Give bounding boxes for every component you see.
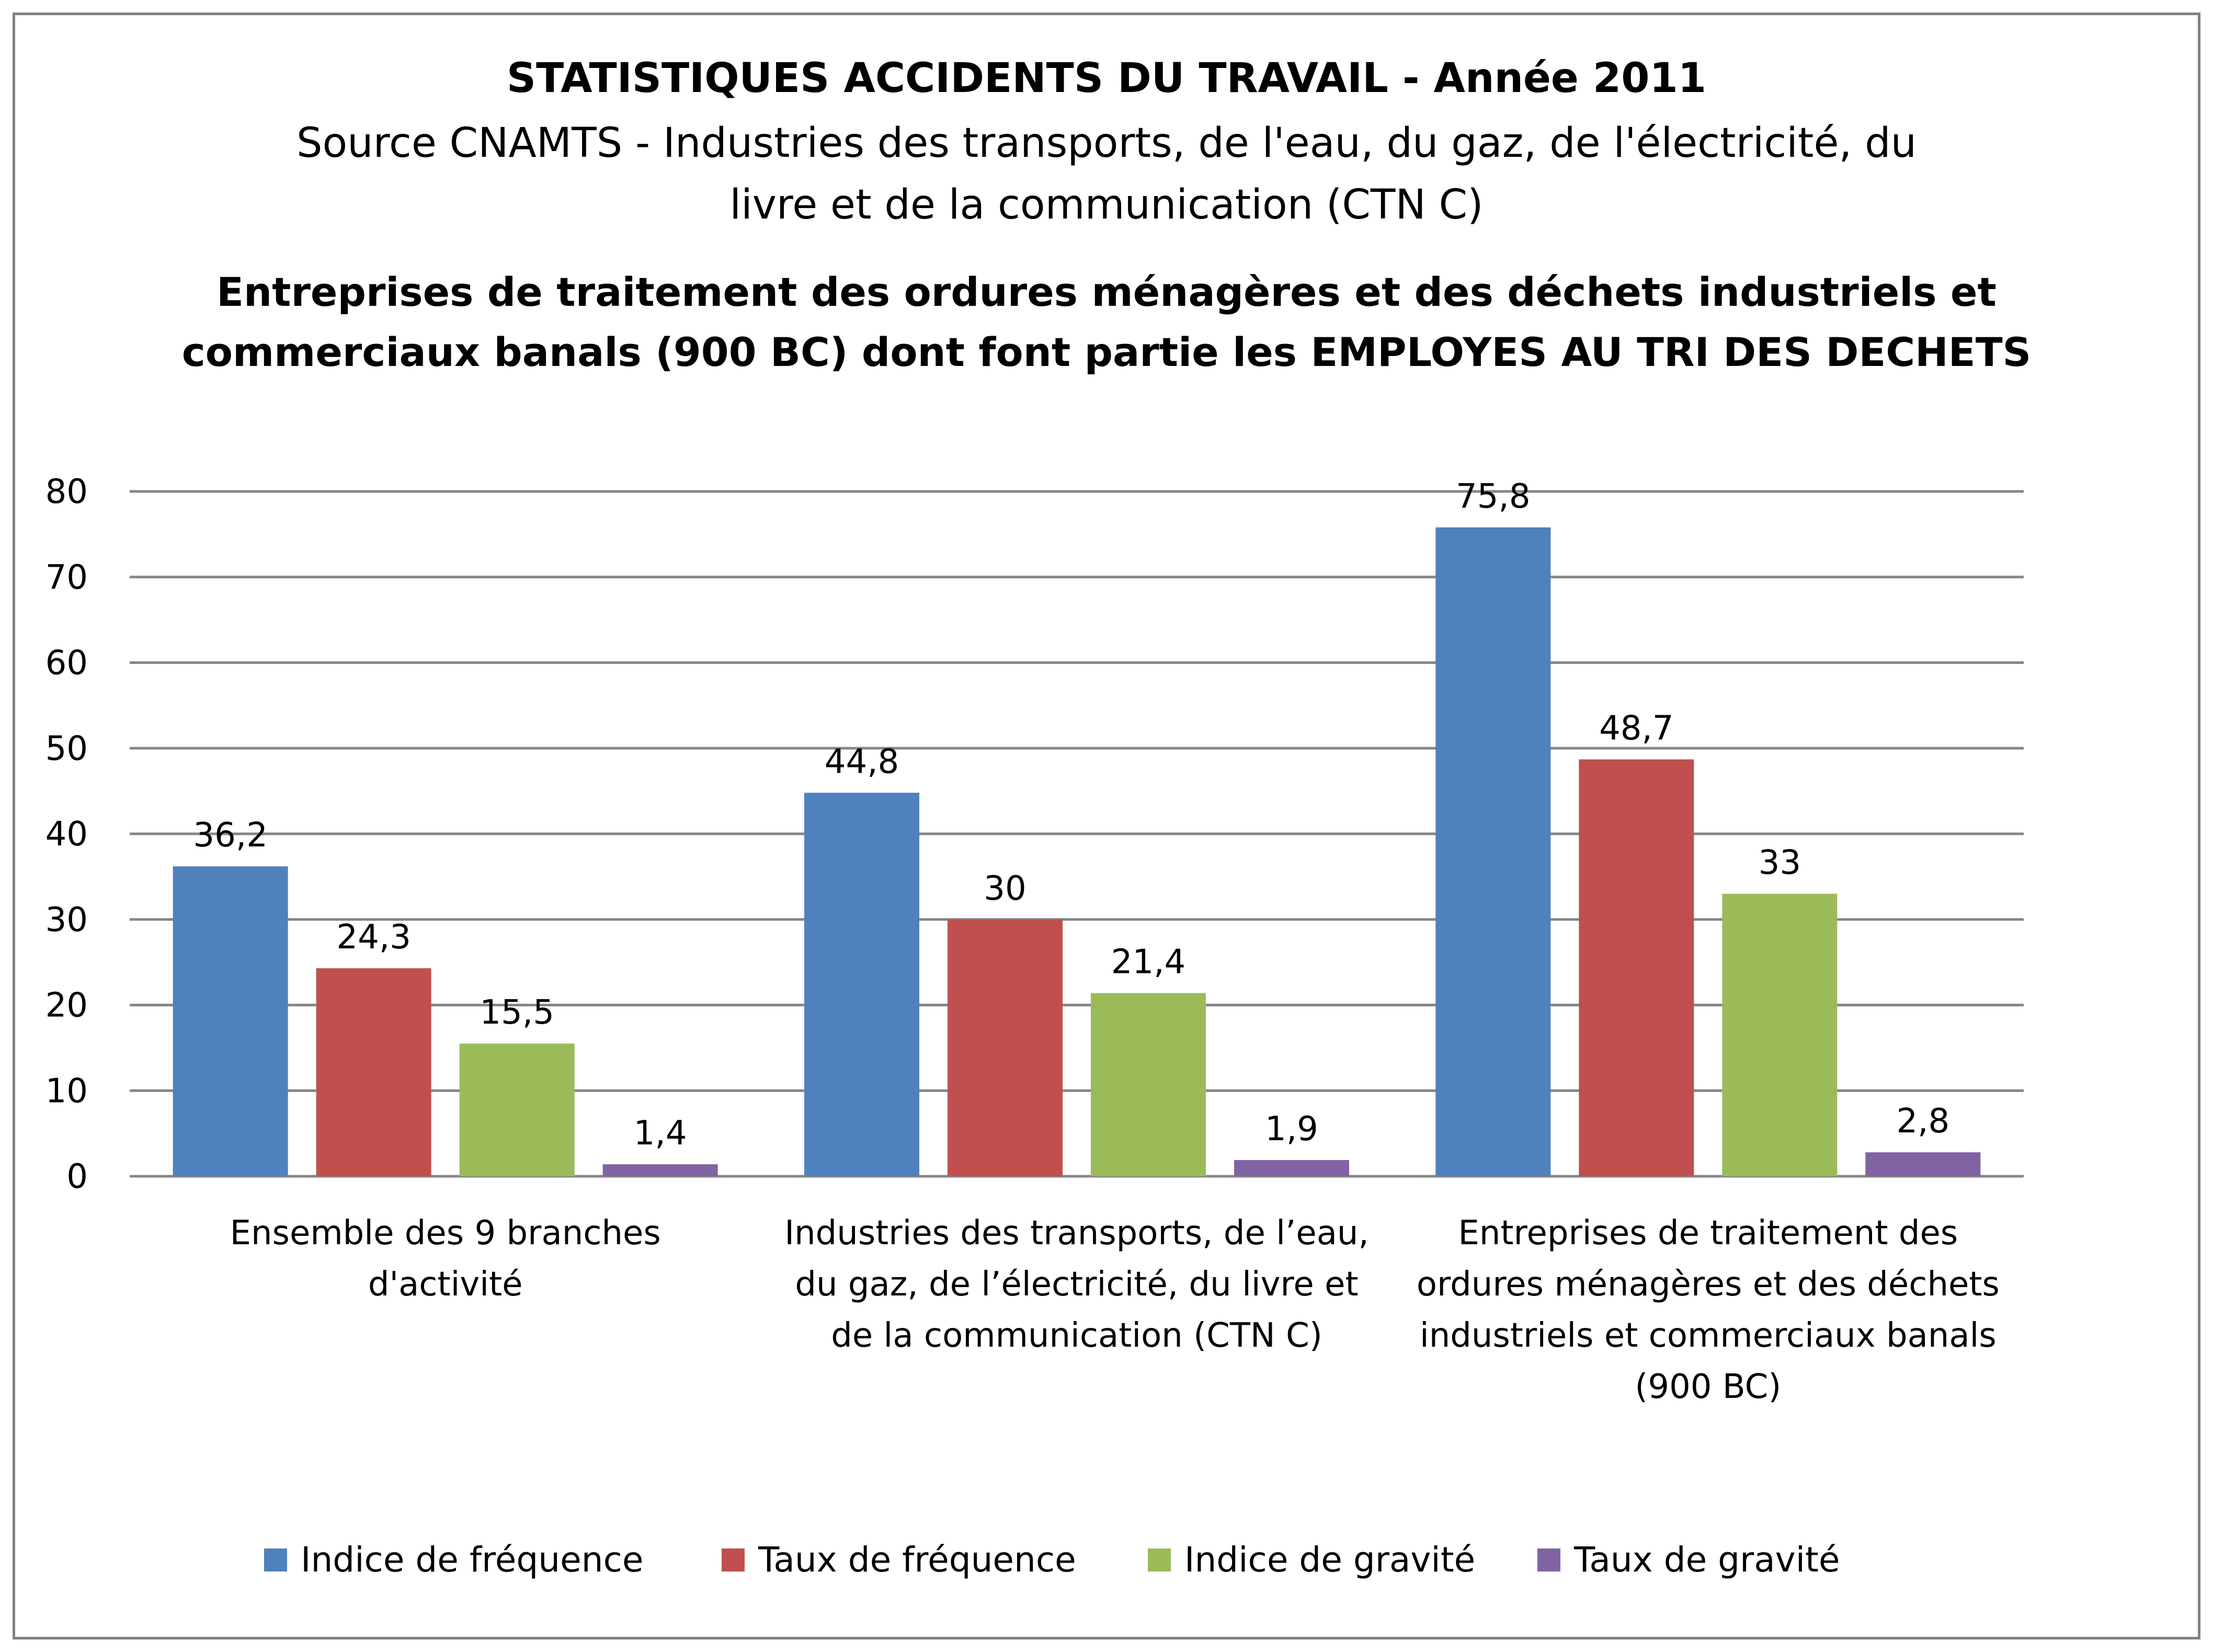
y-axis-ticks: 0 10 20 30 40 50 60 70 80 — [45, 473, 88, 1196]
gridlines — [130, 490, 2024, 1178]
legend-label: Taux de fréquence — [758, 1540, 1076, 1580]
x-category-label: de la communication (CTN C) — [831, 1316, 1322, 1355]
bars — [173, 527, 1981, 1176]
legend-label: Indice de fréquence — [301, 1540, 643, 1580]
legend-swatch — [1148, 1548, 1171, 1571]
x-category-label: d'activité — [368, 1265, 523, 1304]
legend-item: Taux de fréquence — [722, 1540, 1076, 1580]
y-tick-label: 80 — [45, 473, 88, 511]
y-tick-label: 0 — [66, 1157, 88, 1196]
bar — [316, 968, 431, 1176]
x-category-label: industriels et commerciaux banals — [1420, 1316, 1997, 1355]
data-label: 15,5 — [480, 993, 554, 1032]
bar — [1435, 527, 1551, 1176]
chart-frame — [13, 13, 2200, 1639]
data-label: 48,7 — [1599, 709, 1674, 748]
chart-subtitle2-line-2: commerciaux banals (900 BC) dont font pa… — [182, 329, 2032, 375]
data-label: 1,9 — [1265, 1110, 1318, 1149]
chart-title: STATISTIQUES ACCIDENTS DU TRAVAIL - Anné… — [507, 55, 1706, 102]
legend-swatch — [264, 1548, 287, 1571]
legend-item: Taux de gravité — [1537, 1540, 1840, 1580]
legend-item: Indice de fréquence — [264, 1540, 643, 1580]
data-label: 1,4 — [634, 1114, 687, 1153]
y-tick-label: 40 — [45, 815, 88, 854]
y-tick-label: 60 — [45, 644, 88, 683]
data-label: 75,8 — [1456, 477, 1531, 516]
data-label: 24,3 — [336, 918, 411, 957]
x-category-label: du gaz, de l’électricité, du livre et — [795, 1265, 1358, 1304]
data-label: 30 — [984, 869, 1026, 908]
y-tick-label: 30 — [45, 901, 88, 939]
x-category-label: ordures ménagères et des déchets — [1417, 1265, 2000, 1304]
y-tick-label: 70 — [45, 558, 88, 597]
y-tick-label: 20 — [45, 986, 88, 1025]
x-category-label: Industries des transports, de l’eau, — [784, 1214, 1369, 1253]
data-labels: 36,2 44,8 75,8 24,3 30 48,7 15,5 21,4 33 1,4 1,9 2,… — [193, 477, 1949, 1153]
data-label: 36,2 — [193, 816, 268, 855]
category-labels: Ensemble des 9 branches d'activité Industr… — [230, 1214, 2000, 1406]
legend-swatch — [722, 1548, 745, 1571]
data-label: 33 — [1759, 844, 1801, 882]
data-label: 2,8 — [1896, 1102, 1949, 1141]
chart-subtitle2-line-1: Entreprises de traitement des ordures mé… — [216, 269, 1997, 315]
x-category-label: Entreprises de traitement des — [1458, 1214, 1958, 1253]
x-category-label: Ensemble des 9 branches — [230, 1214, 661, 1253]
bar — [948, 919, 1063, 1176]
bar — [804, 793, 919, 1176]
bar — [1722, 893, 1838, 1176]
bar — [1865, 1152, 1981, 1176]
bar — [1091, 993, 1206, 1176]
legend-swatch — [1537, 1548, 1560, 1571]
legend-label: Indice de gravité — [1184, 1540, 1475, 1580]
bar — [459, 1043, 575, 1176]
chart-subtitle-line-1: Source CNAMTS - Industries des transport… — [296, 120, 1917, 167]
bar — [1579, 759, 1694, 1176]
data-label: 44,8 — [825, 742, 899, 781]
legend-item: Indice de gravité — [1148, 1540, 1475, 1580]
bar — [602, 1164, 718, 1176]
y-tick-label: 10 — [45, 1072, 88, 1110]
bar — [1234, 1160, 1349, 1176]
data-label: 21,4 — [1111, 943, 1186, 982]
x-category-label: (900 BC) — [1635, 1368, 1781, 1406]
bar — [173, 866, 288, 1176]
chart-subtitle-line-2: livre et de la communication (CTN C) — [729, 181, 1483, 228]
legend-label: Taux de gravité — [1573, 1540, 1840, 1580]
legend: Indice de fréquence Taux de fréquence Indi… — [264, 1540, 1840, 1580]
y-tick-label: 50 — [45, 729, 88, 768]
